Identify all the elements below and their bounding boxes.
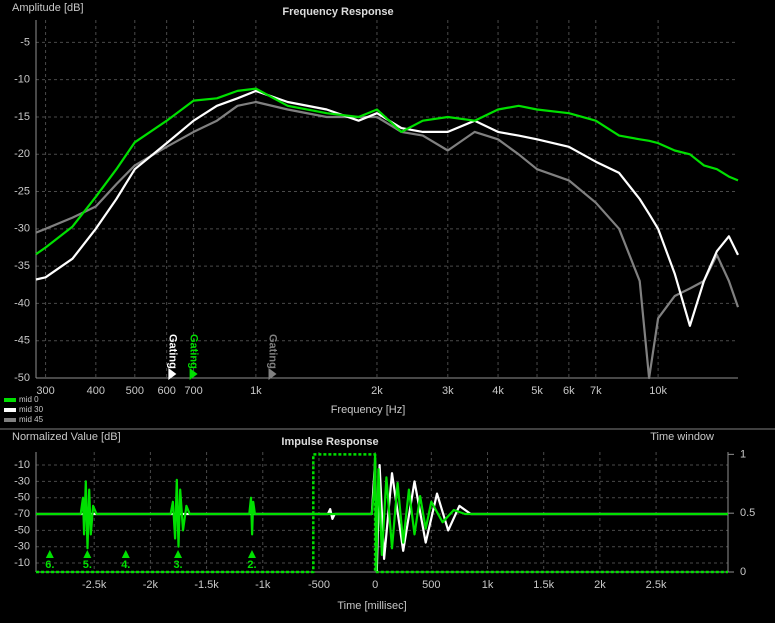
x-tick-label: -2k <box>143 579 159 591</box>
series-line <box>35 89 739 327</box>
y-tick-label: -50 <box>14 492 30 504</box>
x-tick-label: 500 <box>422 579 440 591</box>
gating-marker <box>168 368 177 380</box>
y-tick-label: -50 <box>14 372 30 384</box>
x-tick-label: 4k <box>492 385 504 397</box>
y2-tick-label: 0 <box>740 566 746 578</box>
peak-marker <box>121 550 130 558</box>
y-tick-label: -35 <box>14 260 30 272</box>
y-tick-label: -40 <box>14 297 30 309</box>
peak-label: 4. <box>121 559 130 571</box>
peak-label: 5. <box>83 559 92 571</box>
x-axis-label: Frequency [Hz] <box>331 404 406 416</box>
time-window <box>36 453 728 574</box>
peak-marker <box>45 550 54 558</box>
y2-tick-label: 0.5 <box>740 507 755 519</box>
x-tick-label: -1.5k <box>194 579 219 591</box>
legend-swatch <box>4 398 16 402</box>
series-line <box>35 87 739 256</box>
gating-marker <box>189 368 198 380</box>
legend-swatch <box>4 408 16 412</box>
peak-label: 2. <box>247 559 256 571</box>
y-tick-label: -10 <box>14 557 30 569</box>
x-tick-label: 1k <box>250 385 262 397</box>
chart-title: Impulse Response <box>281 436 378 448</box>
x-tick-label: 10k <box>649 385 667 397</box>
series-line <box>36 459 728 573</box>
x-tick-label: 2k <box>371 385 383 397</box>
x-tick-label: 600 <box>157 385 175 397</box>
x-tick-label: 6k <box>563 385 575 397</box>
x-tick-label: 7k <box>590 385 602 397</box>
y-axis-label: Normalized Value [dB] <box>12 431 121 443</box>
legend-swatch <box>4 418 16 422</box>
y2-tick-label: 1 <box>740 448 746 460</box>
series-line <box>36 454 728 571</box>
peak-marker <box>247 550 256 558</box>
y-tick-label: -10 <box>14 74 30 86</box>
x-tick-label: 1.5k <box>533 579 554 591</box>
gating-label: Gating <box>166 334 178 369</box>
x-tick-label: 2.5k <box>646 579 667 591</box>
x-tick-label: 3k <box>442 385 454 397</box>
gating-label: Gating <box>188 334 200 369</box>
y-tick-label: -70 <box>14 508 30 520</box>
y-tick-label: -30 <box>14 223 30 235</box>
y-tick-label: -50 <box>14 524 30 536</box>
x-tick-label: 0 <box>372 579 378 591</box>
x-tick-label: 1k <box>482 579 494 591</box>
y2-axis-label: Time window <box>650 431 714 443</box>
x-tick-label: 5k <box>531 385 543 397</box>
x-tick-label: -500 <box>308 579 330 591</box>
x-axis-label: Time [millisec] <box>337 600 406 612</box>
gating-label: Gating <box>267 334 279 369</box>
peak-label: 3. <box>173 559 182 571</box>
x-tick-label: 300 <box>36 385 54 397</box>
x-tick-label: 2k <box>594 579 606 591</box>
y-axis-label: Amplitude [dB] <box>12 2 84 14</box>
y-tick-label: -5 <box>20 36 30 48</box>
x-tick-label: -1k <box>255 579 271 591</box>
y-tick-label: -25 <box>14 185 30 197</box>
y-tick-label: -45 <box>14 335 30 347</box>
peak-marker <box>83 550 92 558</box>
peak-label: 6. <box>45 559 54 571</box>
x-tick-label: -2.5k <box>82 579 107 591</box>
legend-label: mid 30 <box>19 405 44 414</box>
chart-title: Frequency Response <box>282 6 393 18</box>
x-tick-label: 500 <box>126 385 144 397</box>
x-tick-label: 400 <box>87 385 105 397</box>
y-tick-label: -10 <box>14 459 30 471</box>
y-tick-label: -20 <box>14 148 30 160</box>
peak-marker <box>174 550 183 558</box>
y-tick-label: -15 <box>14 111 30 123</box>
x-tick-label: 700 <box>184 385 202 397</box>
legend-label: mid 45 <box>19 415 44 424</box>
gating-marker <box>268 368 277 380</box>
y-tick-label: -30 <box>14 541 30 553</box>
y-tick-label: -30 <box>14 475 30 487</box>
legend-label: mid 0 <box>19 395 39 404</box>
